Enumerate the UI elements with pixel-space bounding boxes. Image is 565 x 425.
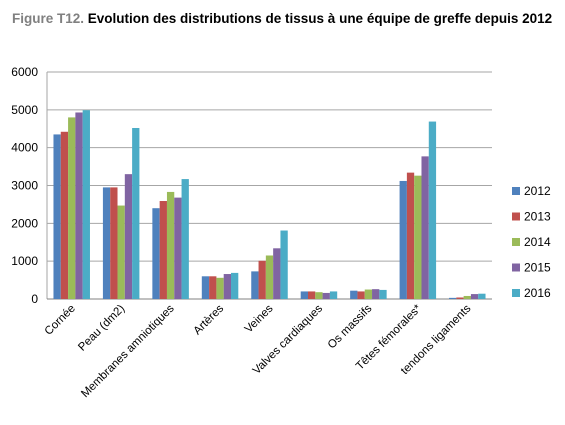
- bar: [102, 187, 111, 299]
- bar: [300, 291, 308, 299]
- legend-label: 2012: [524, 184, 551, 198]
- bar: [159, 201, 167, 299]
- bar: [421, 156, 429, 299]
- y-tick-label: 0: [31, 292, 38, 306]
- bar: [428, 121, 437, 299]
- bar: [280, 230, 288, 299]
- bar: [315, 292, 323, 299]
- legend-swatch: [512, 289, 520, 297]
- bar: [372, 289, 380, 299]
- x-tick-label: Membranes amniotiques: [79, 302, 177, 400]
- bar: [273, 248, 281, 299]
- legend-swatch: [512, 187, 520, 195]
- bar: [68, 117, 76, 300]
- legend-label: 2014: [524, 235, 551, 249]
- legend-swatch: [512, 212, 520, 221]
- bar: [60, 131, 69, 299]
- bar: [166, 191, 175, 299]
- bar: [251, 271, 259, 299]
- y-tick-label: 5000: [11, 103, 38, 117]
- bar: [379, 289, 387, 299]
- bar: [110, 187, 118, 299]
- y-tick-label: 2000: [11, 216, 38, 230]
- bar: [449, 297, 457, 299]
- legend-label: 2015: [524, 261, 551, 275]
- title-text: Evolution des distributions de tissus à …: [87, 11, 553, 26]
- bar: [463, 295, 471, 299]
- bar: [329, 291, 338, 299]
- legend-swatch: [512, 238, 520, 246]
- bar: [223, 274, 232, 299]
- bar: [231, 272, 239, 299]
- bar: [181, 179, 189, 299]
- legend-label: 2016: [524, 286, 551, 300]
- bar: [53, 134, 61, 299]
- bar: [350, 290, 358, 299]
- figure-label: Figure T12.: [12, 11, 85, 26]
- chart-title: Figure T12. Evolution des distributions …: [12, 10, 557, 27]
- y-tick-label: 4000: [11, 141, 38, 155]
- bar: [265, 255, 274, 299]
- bar: [357, 291, 365, 299]
- bar: [258, 260, 266, 299]
- bar: [456, 297, 464, 299]
- bar: [216, 277, 224, 299]
- bar: [201, 276, 210, 299]
- bar: [209, 276, 217, 299]
- bar: [117, 205, 125, 299]
- bar: [132, 127, 140, 299]
- bar: [478, 293, 486, 299]
- bar: [152, 208, 160, 299]
- x-tick-label: Peau (dm2): [76, 303, 127, 354]
- y-tick-label: 6000: [11, 65, 38, 79]
- bar: [399, 180, 407, 299]
- bar: [322, 292, 330, 299]
- bar: [124, 174, 133, 299]
- bar: [307, 291, 316, 299]
- legend-label: 2013: [524, 210, 551, 224]
- bar: [82, 110, 90, 299]
- y-tick-label: 3000: [11, 179, 38, 193]
- bar: [174, 197, 182, 299]
- bar: [470, 294, 479, 299]
- x-tick-label: Artères: [191, 302, 226, 337]
- y-tick-label: 1000: [11, 254, 38, 268]
- bar: [75, 112, 83, 300]
- x-tick-label: Os massifs: [326, 302, 375, 351]
- bar: [364, 289, 373, 299]
- x-tick-label: Veines: [243, 302, 276, 335]
- legend-swatch: [512, 263, 520, 272]
- x-tick-label: Cornée: [43, 303, 78, 338]
- bar: [414, 175, 422, 299]
- bar: [406, 172, 415, 299]
